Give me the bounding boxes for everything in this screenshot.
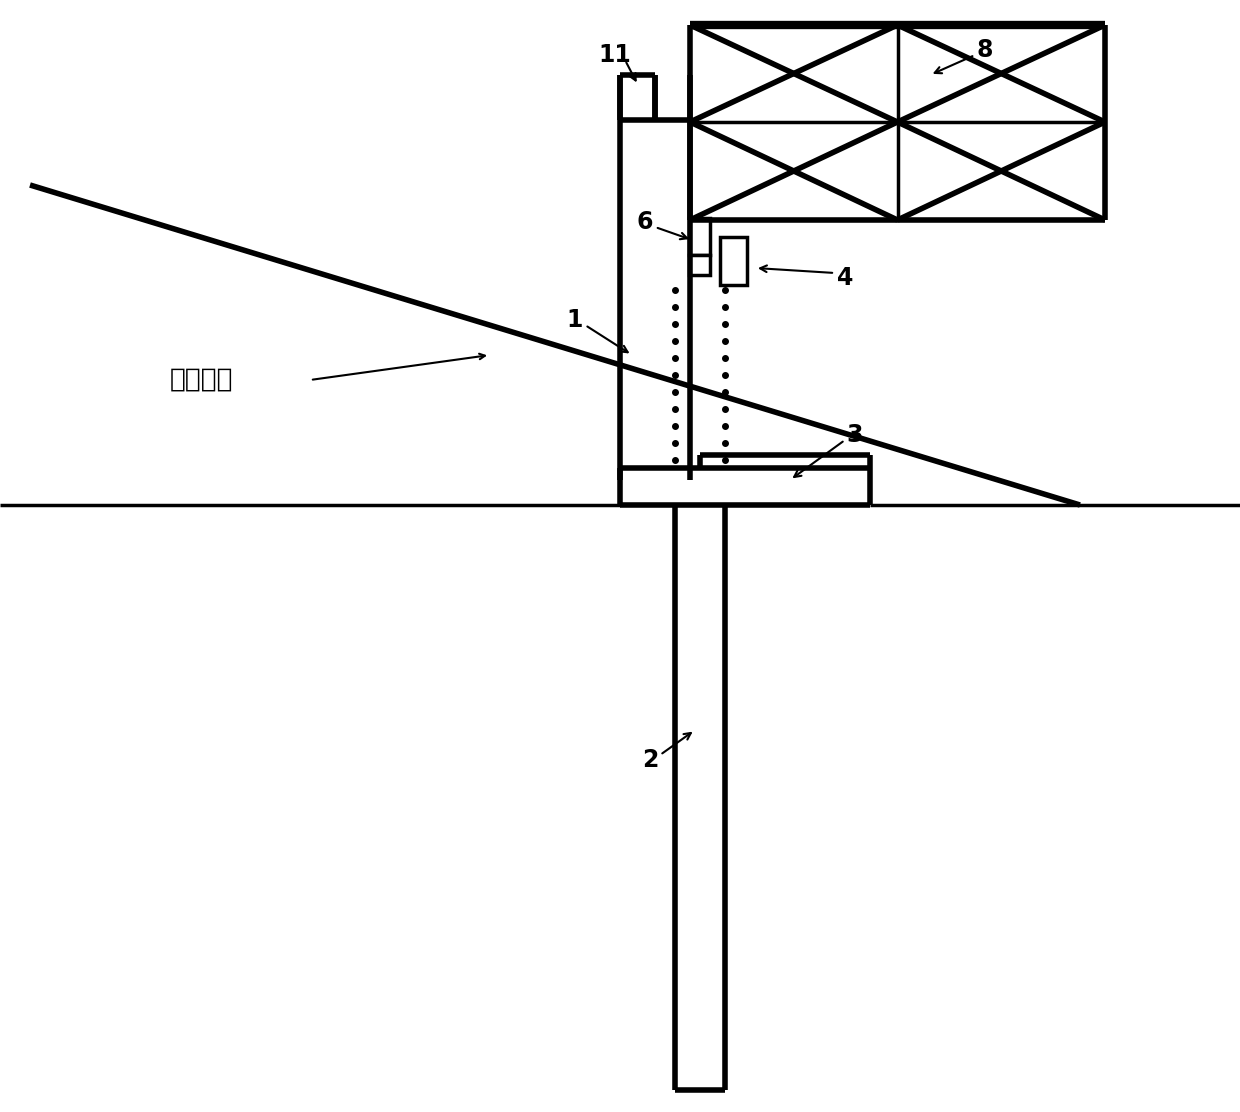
Bar <box>689 255 711 275</box>
Bar <box>689 218 711 255</box>
Text: 1: 1 <box>567 308 583 332</box>
Text: 6: 6 <box>637 210 653 234</box>
Text: 4: 4 <box>837 266 853 290</box>
Text: 3: 3 <box>847 423 863 447</box>
Text: 11: 11 <box>599 43 631 67</box>
Bar <box>720 237 746 285</box>
Text: 2: 2 <box>642 748 658 772</box>
Text: 8: 8 <box>977 38 993 62</box>
Text: 原地面线: 原地面线 <box>170 367 233 393</box>
